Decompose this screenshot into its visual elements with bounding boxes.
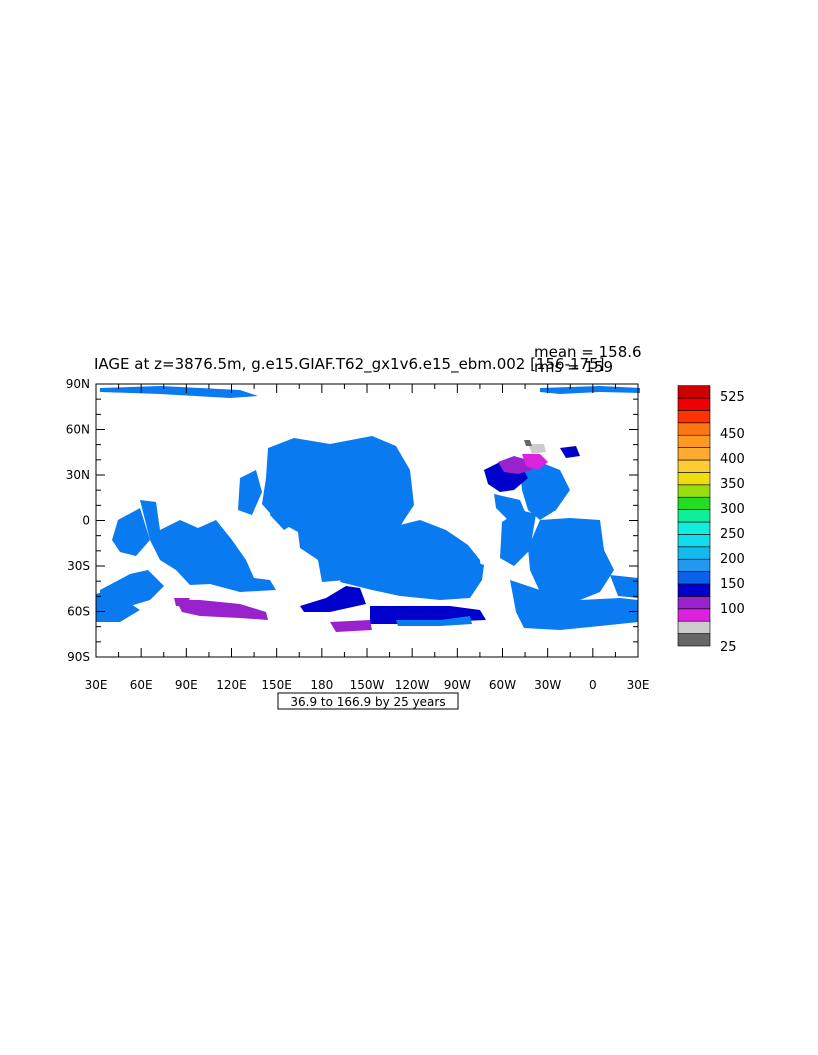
colorbar-swatch bbox=[677, 422, 711, 436]
colorbar-swatch bbox=[677, 583, 711, 597]
old-water-region bbox=[176, 600, 268, 620]
rms-label: rms = 159 bbox=[534, 358, 613, 376]
x-tick-label: 120E bbox=[216, 678, 247, 692]
colorbar-labels: 25 100 150 200 250 300 350 400 450 525 bbox=[720, 390, 745, 655]
old-water-region bbox=[498, 456, 532, 474]
plot-title: IAGE at z=3876.5m, g.e15.GIAF.T62_gx1v6.… bbox=[94, 355, 604, 374]
field-region bbox=[540, 386, 640, 394]
young-water-region bbox=[528, 444, 546, 454]
x-tick-label: 60W bbox=[489, 678, 516, 692]
colorbar-swatch bbox=[677, 459, 711, 473]
colorbar-label: 350 bbox=[720, 477, 745, 492]
x-tick-label: 150W bbox=[350, 678, 385, 692]
colorbar-swatch bbox=[677, 397, 711, 411]
indian-ocean bbox=[140, 500, 276, 592]
colorbar bbox=[677, 385, 711, 647]
field-region bbox=[396, 616, 472, 626]
x-tick-label: 30E bbox=[85, 678, 108, 692]
field-region bbox=[100, 386, 258, 398]
old-water-region bbox=[174, 598, 190, 606]
x-axis-labels: 30E 60E 90E 120E 150E 180 150W 120W 90W 60W 30W 0 30… bbox=[85, 678, 650, 692]
colorbar-swatch bbox=[677, 447, 711, 461]
colorbar-label: 250 bbox=[720, 527, 745, 542]
mean-label: mean = 158.6 bbox=[534, 343, 642, 361]
south-atlantic bbox=[528, 518, 614, 600]
west-indian bbox=[112, 508, 150, 556]
colorbar-swatch bbox=[677, 434, 711, 448]
southern-atlantic bbox=[510, 580, 638, 630]
old-water-region bbox=[330, 620, 372, 632]
colorbar-label: 400 bbox=[720, 452, 745, 467]
colorbar-label: 150 bbox=[720, 577, 745, 592]
axis-ticks bbox=[95, 383, 639, 658]
colorbar-swatch bbox=[677, 558, 711, 572]
x-tick-label: 120W bbox=[395, 678, 430, 692]
x-tick-label: 180 bbox=[310, 678, 333, 692]
y-tick-label: 30N bbox=[66, 468, 90, 482]
colorbar-swatch bbox=[677, 596, 711, 610]
colorbar-swatch bbox=[677, 521, 711, 535]
x-tick-label: 0 bbox=[589, 678, 597, 692]
colorbar-swatch bbox=[677, 620, 711, 634]
colorbar-swatch bbox=[677, 472, 711, 486]
x-tick-label: 90W bbox=[444, 678, 471, 692]
y-tick-label: 60S bbox=[67, 605, 90, 619]
colorbar-swatch bbox=[677, 496, 711, 510]
colorbar-label: 300 bbox=[720, 502, 745, 517]
colorbar-swatch bbox=[677, 633, 711, 647]
y-tick-label: 0 bbox=[82, 514, 90, 528]
east-pacific bbox=[340, 520, 482, 600]
north-atlantic bbox=[520, 462, 570, 520]
subtitle-box bbox=[277, 692, 459, 710]
x-tick-label: 60E bbox=[130, 678, 153, 692]
youngest-water-region bbox=[524, 440, 532, 446]
field-region bbox=[610, 575, 638, 598]
field-region bbox=[238, 470, 262, 515]
old-water-region bbox=[560, 446, 580, 458]
colorbar-label: 200 bbox=[720, 552, 745, 567]
x-tick-label: 30W bbox=[534, 678, 561, 692]
old-water-region bbox=[522, 454, 548, 470]
x-tick-label: 90E bbox=[175, 678, 198, 692]
colorbar-label: 525 bbox=[720, 390, 745, 405]
colorbar-swatch bbox=[677, 546, 711, 560]
field-region bbox=[270, 495, 300, 530]
old-water-region bbox=[300, 586, 366, 612]
atlantic-tropics bbox=[500, 510, 536, 566]
y-tick-label: 90N bbox=[66, 377, 90, 391]
colorbar-swatch bbox=[677, 608, 711, 622]
colorbar-swatch bbox=[677, 571, 711, 585]
colorbar-label: 25 bbox=[720, 640, 737, 655]
colorbar-swatch bbox=[677, 534, 711, 548]
colorbar-swatch bbox=[677, 509, 711, 523]
colorbar-label: 100 bbox=[720, 602, 745, 617]
x-tick-label: 30E bbox=[627, 678, 650, 692]
colorbar-swatch bbox=[677, 410, 711, 424]
y-axis-labels: 90N 60N 30N 0 30S 60S 90S bbox=[66, 377, 90, 664]
field-region bbox=[494, 494, 526, 520]
y-tick-label: 90S bbox=[67, 650, 90, 664]
colorbar-label: 450 bbox=[720, 427, 745, 442]
southern-band bbox=[96, 590, 140, 622]
y-tick-label: 30S bbox=[67, 559, 90, 573]
contour-subtitle: 36.9 to 166.9 by 25 years bbox=[290, 695, 445, 709]
x-tick-label: 150E bbox=[261, 678, 292, 692]
ocean-field bbox=[96, 386, 640, 632]
field-region bbox=[470, 560, 484, 580]
y-tick-label: 60N bbox=[66, 423, 90, 437]
colorbar-swatch bbox=[677, 385, 711, 399]
colorbar-swatch bbox=[677, 484, 711, 498]
